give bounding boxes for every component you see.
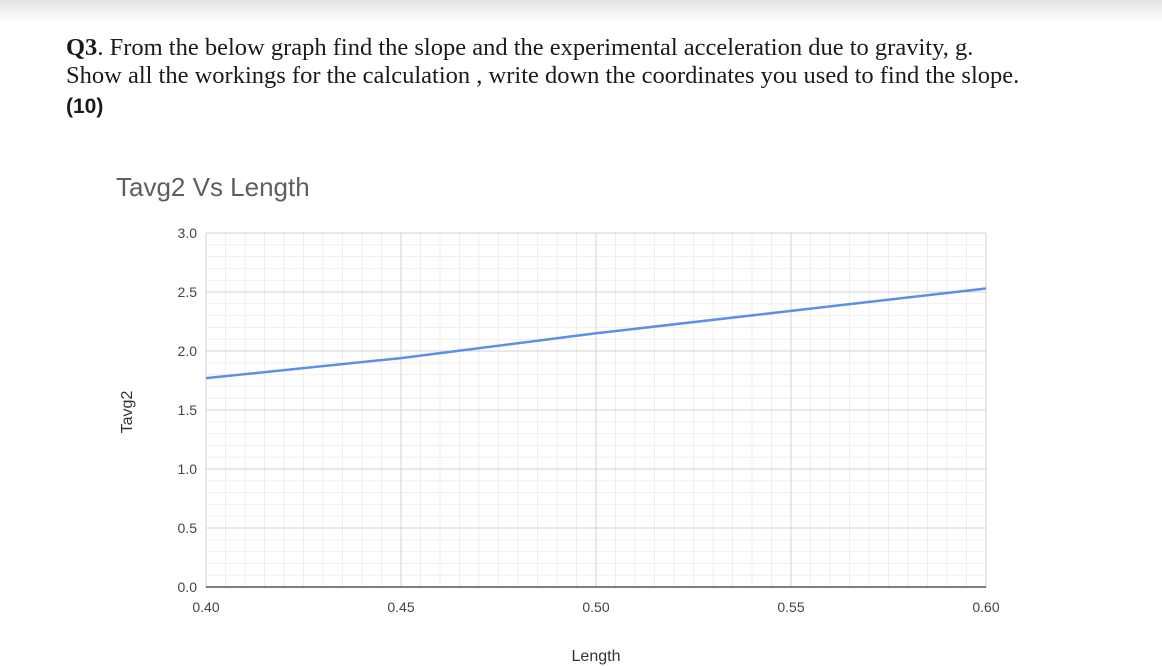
y-tick-label: 0.0 [178,579,198,595]
y-tick-label: 0.5 [178,520,198,536]
x-tick-label: 0.60 [972,599,999,615]
x-axis-label: Length [572,648,621,665]
question-line-2: Show all the workings for the calculatio… [66,62,1020,89]
x-tick-label: 0.50 [582,599,609,615]
question-marks: (10) [66,95,104,118]
question-line-1: . From the below graph find the slope an… [97,34,974,61]
x-tick-label: 0.55 [777,599,804,615]
x-tick-label: 0.40 [192,599,219,615]
y-tick-label: 1.0 [178,461,198,477]
y-tick-label: 2.0 [178,343,198,359]
question-number: Q3 [66,34,98,61]
top-shadow [0,0,1162,22]
x-tick-label: 0.45 [387,599,414,615]
chart-title: Tavg2 Vs Length [116,172,310,202]
y-tick-label: 2.5 [178,284,198,300]
question-text: Q3. From the below graph find the slope … [66,34,1146,90]
y-tick-label: 3.0 [178,225,198,241]
series-line [205,287,987,380]
y-tick-label: 1.5 [178,402,198,418]
y-axis-label: Tavg2 [119,391,136,434]
